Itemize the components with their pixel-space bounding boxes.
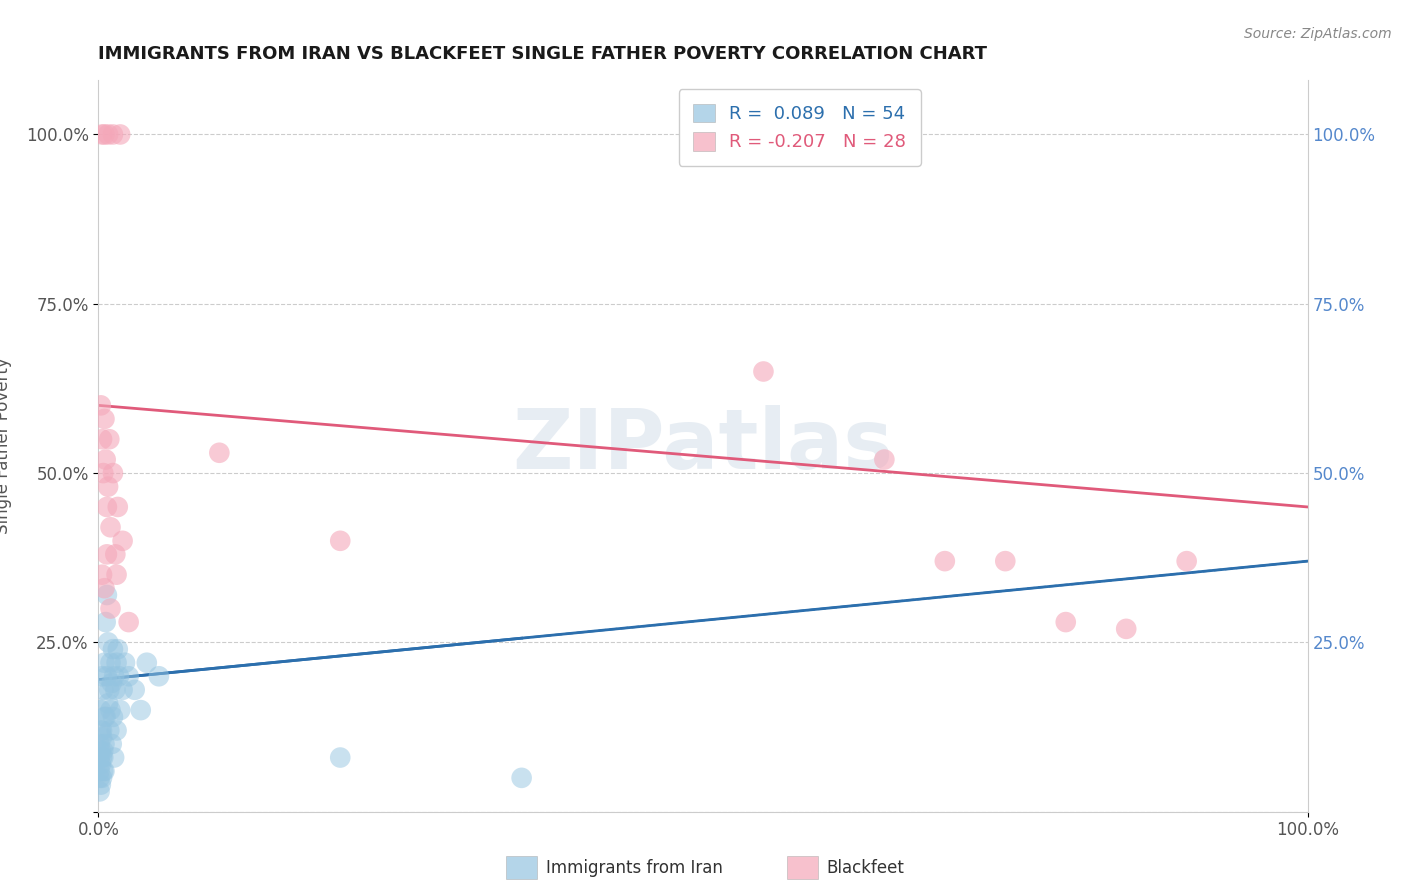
Point [98,432,121,446]
Point [96,500,118,514]
Point [100,676,122,690]
Point [90,723,112,738]
Point [97,635,120,649]
Text: Source: ZipAtlas.com: Source: ZipAtlas.com [1244,27,1392,41]
Point [90,757,112,772]
Point [91,750,114,764]
Point [329,750,352,764]
Point [96,669,118,683]
Point [105,656,128,670]
Point [100,601,122,615]
Point [107,642,129,657]
Point [114,656,136,670]
Point [108,128,131,142]
Text: IMMIGRANTS FROM IRAN VS BLACKFEET SINGLE FATHER POVERTY CORRELATION CHART: IMMIGRANTS FROM IRAN VS BLACKFEET SINGLE… [98,45,987,63]
Point [93,412,115,426]
Point [98,723,121,738]
Point [103,750,125,764]
Point [104,682,127,697]
Point [148,669,170,683]
Point [934,554,956,568]
Point [101,466,124,480]
Point [100,737,122,751]
Text: Immigrants from Iran: Immigrants from Iran [546,859,723,877]
Point [93,764,115,778]
Point [91,750,114,764]
Point [91,764,114,778]
Point [873,452,896,467]
Point [90,778,112,792]
Point [90,744,112,758]
Text: Blackfeet: Blackfeet [827,859,904,877]
Point [93,581,115,595]
Point [101,710,124,724]
Point [107,500,129,514]
Y-axis label: Single Father Poverty: Single Father Poverty [0,358,11,534]
Point [100,520,122,534]
Point [91,466,114,480]
Point [510,771,533,785]
Point [1175,554,1198,568]
Point [91,669,114,683]
Point [108,703,131,717]
Point [97,697,120,711]
Point [93,128,115,142]
Point [101,642,124,657]
Point [94,452,117,467]
Point [100,656,122,670]
Point [96,588,118,602]
Point [118,669,141,683]
Point [89,737,111,751]
Point [97,128,120,142]
Point [93,710,115,724]
Point [89,764,111,778]
Point [208,446,231,460]
Point [108,669,131,683]
Point [89,750,111,764]
Point [124,682,146,697]
Legend: R =  0.089   N = 54, R = -0.207   N = 28: R = 0.089 N = 54, R = -0.207 N = 28 [679,89,921,166]
Point [105,723,128,738]
Point [104,547,127,561]
Point [111,533,134,548]
Point [91,128,114,142]
Point [93,737,115,751]
Point [94,615,117,629]
Point [90,703,112,717]
Point [91,730,114,744]
Point [97,480,120,494]
Point [329,533,352,548]
Point [1115,622,1137,636]
Point [135,656,157,670]
Point [94,710,117,724]
Point [994,554,1017,568]
Point [91,771,114,785]
Point [91,432,114,446]
Point [96,547,118,561]
Point [91,682,114,697]
Point [93,656,115,670]
Point [105,567,128,582]
Text: ZIPatlas: ZIPatlas [513,406,893,486]
Point [101,128,124,142]
Point [91,567,114,582]
Point [89,784,111,798]
Point [118,615,141,629]
Point [91,744,114,758]
Point [752,364,775,378]
Point [89,771,111,785]
Point [1054,615,1077,629]
Point [91,723,114,738]
Point [90,398,112,412]
Point [98,682,121,697]
Point [103,669,125,683]
Point [100,703,122,717]
Point [129,703,152,717]
Point [111,682,134,697]
